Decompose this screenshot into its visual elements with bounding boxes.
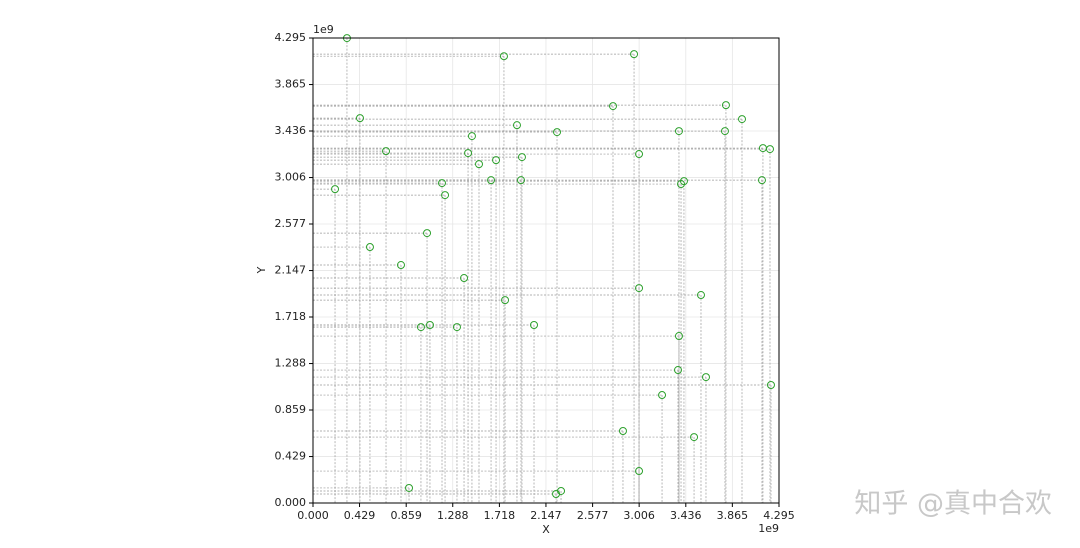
point bbox=[635, 284, 644, 293]
y-tick-label: 1.718 bbox=[275, 310, 307, 323]
x-tick-label: 1.288 bbox=[437, 509, 469, 522]
point bbox=[635, 467, 644, 476]
point bbox=[501, 296, 510, 305]
y-tick-label: 3.436 bbox=[275, 124, 307, 137]
point bbox=[405, 483, 414, 492]
point bbox=[553, 128, 562, 137]
point bbox=[696, 291, 705, 300]
point bbox=[674, 127, 683, 136]
x-tick-label: 0.429 bbox=[344, 509, 376, 522]
x-tick-label: 4.295 bbox=[763, 509, 795, 522]
point bbox=[765, 145, 774, 154]
point bbox=[608, 102, 617, 111]
y-tick-label: 4.295 bbox=[275, 31, 307, 44]
x-axis-label: X bbox=[542, 523, 550, 536]
point bbox=[487, 176, 496, 185]
point bbox=[738, 115, 747, 124]
point bbox=[517, 153, 526, 162]
x-tick-label: 0.859 bbox=[390, 509, 422, 522]
point bbox=[438, 179, 447, 188]
y-tick-label: 3.006 bbox=[275, 171, 307, 184]
x-offset-label: 1e9 bbox=[758, 522, 779, 535]
point bbox=[701, 373, 710, 382]
x-tick-label: 3.006 bbox=[623, 509, 655, 522]
y-tick-label: 3.865 bbox=[275, 78, 307, 91]
point bbox=[365, 243, 374, 252]
point bbox=[423, 229, 432, 238]
y-tick-label: 0.000 bbox=[275, 496, 307, 509]
y-tick-label: 0.859 bbox=[275, 403, 307, 416]
point bbox=[530, 321, 539, 330]
x-tick-label: 3.436 bbox=[670, 509, 702, 522]
point bbox=[467, 132, 476, 141]
point bbox=[516, 176, 525, 185]
point bbox=[492, 156, 501, 165]
y-offset-label: 1e9 bbox=[313, 23, 334, 36]
point bbox=[618, 427, 627, 436]
point bbox=[635, 150, 644, 159]
y-tick-label: 1.288 bbox=[275, 357, 307, 370]
point bbox=[499, 52, 508, 61]
x-tick-label: 3.865 bbox=[717, 509, 749, 522]
point bbox=[690, 433, 699, 442]
point bbox=[460, 274, 469, 283]
point bbox=[382, 147, 391, 156]
x-tick-label: 0.000 bbox=[297, 509, 329, 522]
y-axis-label: Y bbox=[255, 266, 268, 274]
point bbox=[658, 391, 667, 400]
point bbox=[512, 121, 521, 130]
point bbox=[721, 101, 730, 110]
x-tick-label: 1.718 bbox=[484, 509, 516, 522]
point bbox=[475, 160, 484, 169]
point bbox=[331, 185, 340, 194]
y-tick-label: 2.147 bbox=[275, 264, 307, 277]
point bbox=[679, 177, 688, 186]
point bbox=[677, 180, 686, 189]
point bbox=[674, 332, 683, 341]
point bbox=[441, 191, 450, 200]
y-tick-label: 2.577 bbox=[275, 217, 307, 230]
point bbox=[355, 114, 364, 123]
x-tick-label: 2.147 bbox=[530, 509, 562, 522]
watermark: 知乎 @真中合欢 bbox=[854, 489, 1052, 520]
point bbox=[557, 486, 566, 495]
point bbox=[425, 321, 434, 330]
point bbox=[452, 323, 461, 332]
point bbox=[766, 380, 775, 389]
point bbox=[720, 127, 729, 136]
point bbox=[630, 50, 639, 59]
plot-frame bbox=[312, 37, 780, 504]
x-tick-label: 2.577 bbox=[577, 509, 609, 522]
point bbox=[416, 323, 425, 332]
y-tick-label: 0.429 bbox=[275, 450, 307, 463]
point bbox=[673, 366, 682, 375]
point bbox=[757, 176, 766, 185]
point bbox=[396, 261, 405, 270]
point bbox=[464, 149, 473, 158]
